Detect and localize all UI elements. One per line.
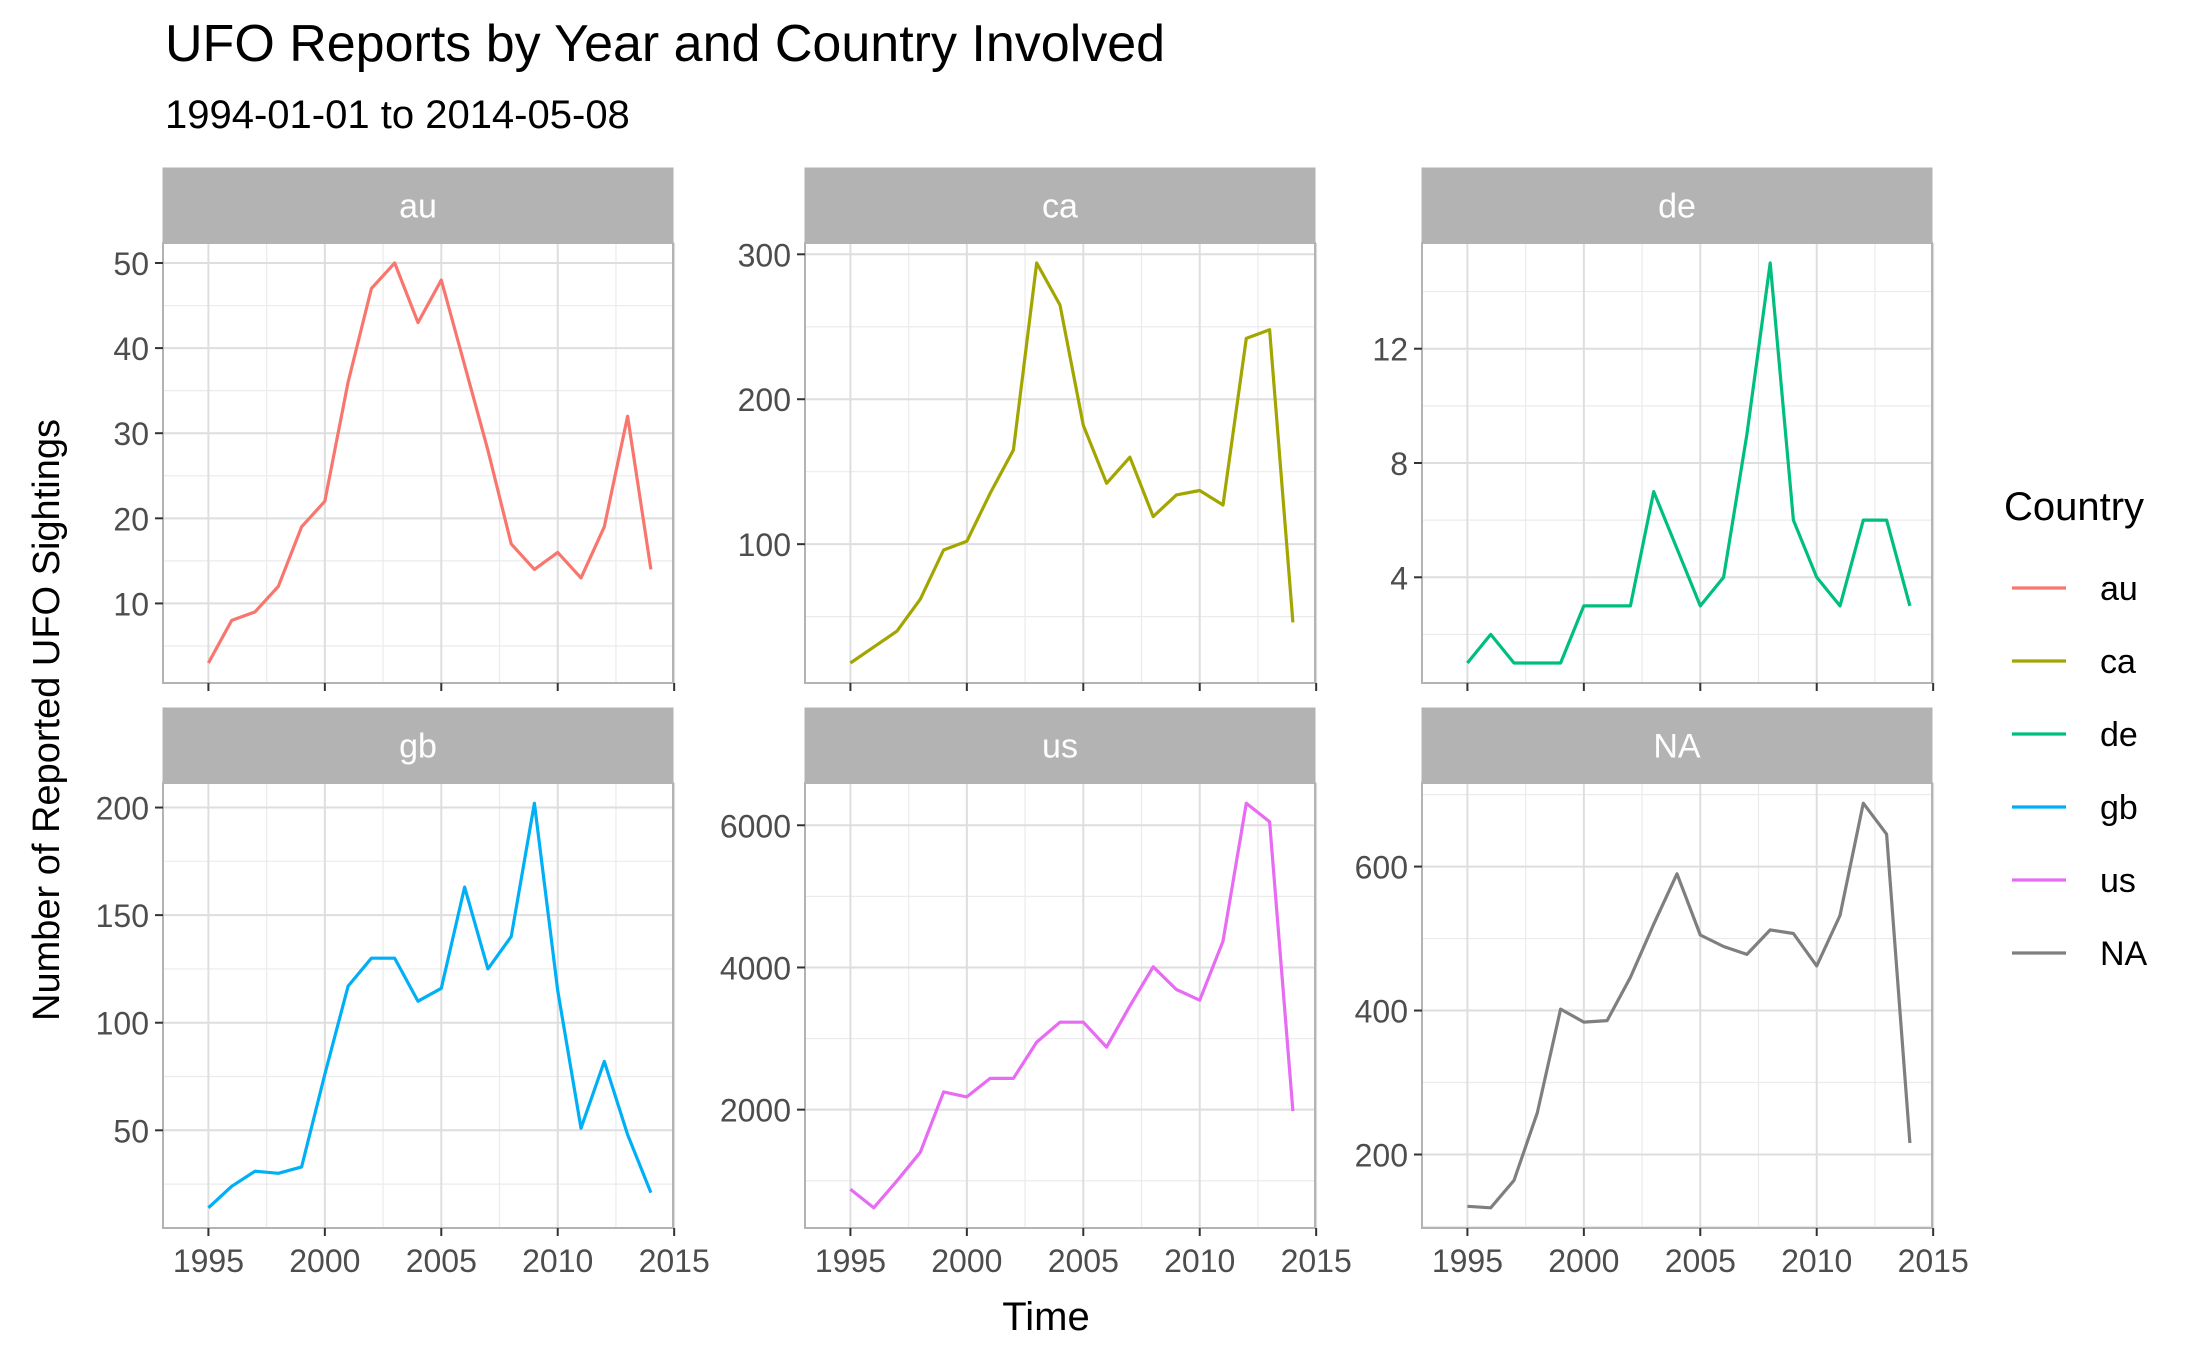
x-tick-label: 2010 xyxy=(522,1243,593,1279)
panel-NA: NA 200 400 600 1995 2000 2005 2010 2015 xyxy=(1355,707,1969,1279)
y-tick-label: 20 xyxy=(113,501,149,537)
x-tick-label: 1995 xyxy=(173,1243,244,1279)
strip-label-us: us xyxy=(1042,728,1078,766)
y-tick-label: 400 xyxy=(1355,994,1408,1030)
series-line-de xyxy=(1466,261,1912,665)
series-line-gb xyxy=(207,801,653,1209)
y-tick-label: 200 xyxy=(738,382,791,418)
x-tick-label: 2015 xyxy=(1898,1243,1969,1279)
y-axis-label: Number of Reported UFO Sightings xyxy=(26,419,68,1021)
panel-ca: ca 100 200 300 xyxy=(738,167,1318,691)
panel-border xyxy=(1421,782,1933,1229)
strip-de xyxy=(1421,167,1933,244)
y-tick-label: 12 xyxy=(1372,332,1408,368)
y-tick-label: 4 xyxy=(1390,560,1408,596)
x-tick-label: 2000 xyxy=(1548,1243,1619,1279)
legend-label-au: au xyxy=(2100,570,2138,608)
panel-border xyxy=(162,242,674,684)
panel-au: au 10 20 30 40 50 xyxy=(113,167,676,691)
panel-border xyxy=(804,242,1316,684)
x-tick-label: 2015 xyxy=(1281,1243,1352,1279)
panel-de: de 4 8 12 xyxy=(1372,167,1935,691)
y-tick-label: 100 xyxy=(96,1006,149,1042)
strip-label-NA: NA xyxy=(1653,728,1701,766)
series-line-NA xyxy=(1467,801,1912,1210)
y-tick-label: 6000 xyxy=(720,808,791,844)
y-tick-label: 30 xyxy=(113,416,149,452)
strip-gb xyxy=(162,707,674,784)
y-tick-label: 10 xyxy=(113,586,149,622)
chart-subtitle: 1994-01-01 to 2014-05-08 xyxy=(165,93,630,137)
strip-label-au: au xyxy=(399,188,437,226)
y-tick-label: 50 xyxy=(113,1113,149,1149)
legend-label-NA: NA xyxy=(2100,935,2148,973)
x-tick-label: 2005 xyxy=(406,1243,477,1279)
y-tick-label: 2000 xyxy=(720,1093,791,1129)
panel-border xyxy=(804,782,1316,1229)
y-tick-label: 4000 xyxy=(720,950,791,986)
strip-label-ca: ca xyxy=(1042,188,1078,226)
y-tick-label: 150 xyxy=(96,898,149,934)
y-tick-label: 200 xyxy=(96,791,149,827)
strip-label-gb: gb xyxy=(399,728,437,766)
y-tick-label: 50 xyxy=(113,246,149,282)
legend-label-us: us xyxy=(2100,862,2136,900)
x-tick-label: 2000 xyxy=(931,1243,1002,1279)
facet-panels: au 10 20 30 40 50 ca 100 200 300 de 4 8 12 gb 50 100 150 2… xyxy=(96,167,1969,1279)
x-tick-label: 2010 xyxy=(1781,1243,1852,1279)
panel-gb: gb 50 100 150 200 1995 2000 2005 2010 2015 xyxy=(96,707,710,1279)
y-tick-label: 40 xyxy=(113,331,149,367)
y-tick-label: 600 xyxy=(1355,850,1408,886)
x-tick-label: 2010 xyxy=(1164,1243,1235,1279)
strip-ca xyxy=(804,167,1316,244)
x-tick-label: 2005 xyxy=(1665,1243,1736,1279)
legend-title: Country xyxy=(2004,485,2144,529)
x-tick-label: 2000 xyxy=(289,1243,360,1279)
x-tick-label: 2015 xyxy=(639,1243,710,1279)
chart-title: UFO Reports by Year and Country Involved xyxy=(165,15,1165,73)
strip-au xyxy=(162,167,674,244)
strip-label-de: de xyxy=(1658,188,1696,226)
y-tick-label: 8 xyxy=(1390,446,1408,482)
x-tick-label: 1995 xyxy=(815,1243,886,1279)
legend: Country au ca de gb us NA xyxy=(2004,485,2148,973)
x-tick-label: 2005 xyxy=(1048,1243,1119,1279)
series-line-au xyxy=(206,261,653,664)
series-line-us xyxy=(849,801,1295,1210)
series-line-ca xyxy=(849,261,1295,665)
x-tick-label: 1995 xyxy=(1432,1243,1503,1279)
strip-us xyxy=(804,707,1316,784)
panel-border xyxy=(162,782,674,1229)
y-tick-label: 100 xyxy=(738,527,791,563)
panel-us: us 2000 4000 6000 1995 2000 2005 2010 2015 xyxy=(720,707,1352,1279)
x-axis-label: Time xyxy=(1002,1295,1089,1339)
y-tick-label: 200 xyxy=(1355,1138,1408,1174)
legend-label-ca: ca xyxy=(2100,643,2136,681)
y-tick-label: 300 xyxy=(738,237,791,273)
legend-label-de: de xyxy=(2100,716,2138,754)
legend-label-gb: gb xyxy=(2100,789,2138,827)
